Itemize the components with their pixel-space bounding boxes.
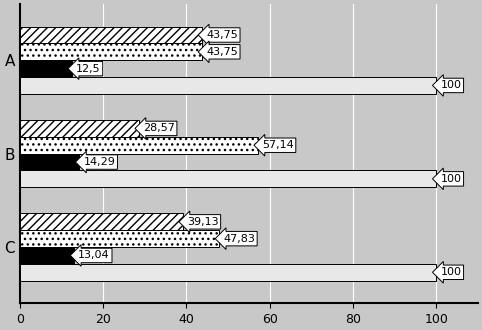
- Text: 28,57: 28,57: [143, 123, 174, 133]
- Text: 57,14: 57,14: [262, 140, 294, 150]
- Bar: [20, 77, 436, 94]
- Bar: [20, 44, 202, 60]
- Text: 100: 100: [441, 174, 461, 184]
- Bar: [20, 214, 183, 230]
- Text: 43,75: 43,75: [206, 30, 238, 40]
- Text: 100: 100: [441, 81, 461, 90]
- Bar: [20, 247, 74, 264]
- Bar: [20, 120, 139, 137]
- Bar: [20, 154, 79, 171]
- Text: 13,04: 13,04: [78, 250, 110, 260]
- Text: 43,75: 43,75: [206, 47, 238, 57]
- Text: 14,29: 14,29: [83, 157, 115, 167]
- Text: 12,5: 12,5: [76, 64, 101, 74]
- Text: 47,83: 47,83: [223, 234, 255, 244]
- Bar: [20, 230, 219, 247]
- Text: 39,13: 39,13: [187, 217, 218, 227]
- Bar: [20, 60, 72, 77]
- Bar: [20, 171, 436, 187]
- Bar: [20, 264, 436, 281]
- Text: 100: 100: [441, 267, 461, 277]
- Bar: [20, 137, 258, 154]
- Bar: [20, 27, 202, 44]
